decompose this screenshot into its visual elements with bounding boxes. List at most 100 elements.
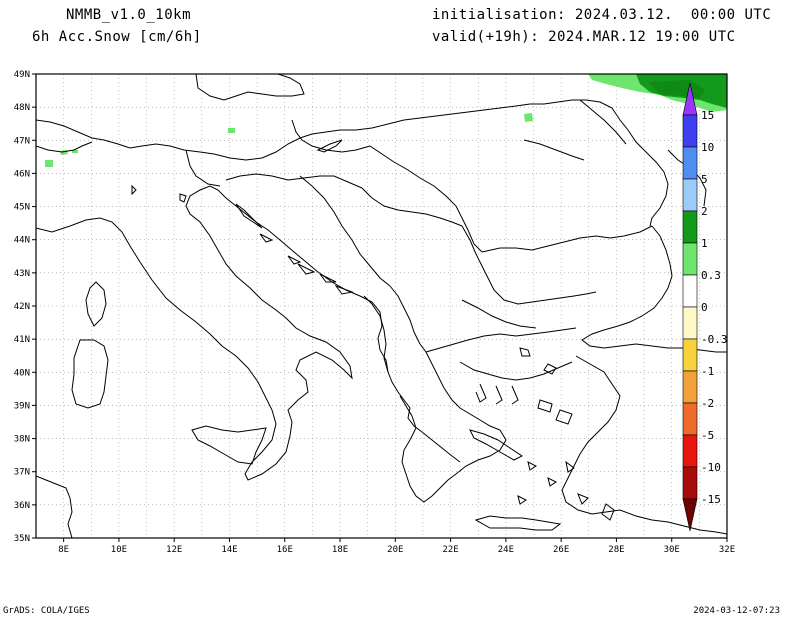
lat-label: 38N: [14, 435, 30, 445]
lon-label: 14E: [221, 545, 237, 555]
colorbar-label: 2: [701, 205, 708, 218]
island: [543, 363, 557, 375]
lon-label: 12E: [166, 545, 182, 555]
colorbar-bottom-arrow: [682, 498, 698, 532]
lat-label: 44N: [14, 236, 30, 246]
lat-label: 35N: [14, 534, 30, 544]
colorbar-label: -10: [701, 461, 721, 474]
graticule: [36, 74, 727, 538]
colorbar-label: 0.3: [701, 269, 721, 282]
snow-area-light: [524, 113, 533, 122]
colorbar-label: -1: [701, 365, 714, 378]
lake: [179, 193, 187, 203]
island: [297, 263, 316, 275]
lon-label: 26E: [553, 545, 569, 555]
colorbar: 15 10 5 2 1 0.3 0 -0.3 -1 -2 -5 -10 -15: [682, 82, 728, 532]
lat-label: 48N: [14, 103, 30, 113]
lat-label: 47N: [14, 136, 30, 146]
border: [299, 175, 391, 287]
colorbar-segment: [682, 210, 698, 244]
snow-area-light: [45, 160, 53, 167]
lon-label: 18E: [332, 545, 348, 555]
island: [287, 255, 302, 265]
lat-label: 40N: [14, 368, 30, 378]
colorbar-label: 5: [701, 173, 708, 186]
longitude-labels: 8E 10E 12E 14E 16E 18E 20E 22E 24E 26E 28E 30E 32E: [58, 538, 735, 555]
island: [235, 203, 263, 229]
lat-label: 46N: [14, 169, 30, 179]
colorbar-label: -15: [701, 493, 721, 506]
island: [547, 477, 557, 487]
coastline-tunisia: [36, 475, 73, 538]
island-sicily: [191, 425, 267, 465]
lon-label: 16E: [277, 545, 293, 555]
island: [527, 461, 537, 471]
lon-label: 32E: [719, 545, 735, 555]
map-frame: [35, 73, 728, 539]
border: [425, 327, 577, 353]
coastline-chalkidiki: [475, 383, 519, 405]
colorbar-segment: [682, 114, 698, 148]
colorbar-segment: [682, 178, 698, 212]
island: [259, 233, 274, 243]
colorbar-label: -0.3: [701, 333, 728, 346]
field-name: 6h Acc.Snow [cm/6h]: [32, 29, 202, 45]
lat-label: 43N: [14, 269, 30, 279]
border: [185, 149, 221, 187]
model-name: NMMB_v1.0_10km: [66, 7, 192, 23]
colorbar-label: 0: [701, 301, 708, 314]
coastline-albania: [363, 295, 389, 373]
snow-areas: [45, 74, 727, 167]
colorbar-segment: [682, 274, 698, 308]
border: [36, 99, 613, 161]
lat-label: 42N: [14, 302, 30, 312]
island-euboea: [469, 429, 523, 461]
island-rhodes: [601, 503, 615, 521]
coastline-greece: [399, 351, 507, 503]
latitude-labels: 49N 48N 47N 46N 45N 44N 43N 42N 41N 40N 39N 38N 37N 3…: [14, 70, 36, 544]
border: [461, 225, 597, 305]
snow-area-light: [228, 128, 235, 133]
island: [519, 347, 531, 357]
colorbar-segment: [682, 402, 698, 436]
border: [461, 299, 537, 329]
lon-label: 20E: [387, 545, 403, 555]
border: [361, 187, 463, 227]
island: [537, 399, 553, 413]
colorbar-segment: [682, 370, 698, 404]
border: [523, 139, 585, 161]
island: [517, 495, 527, 505]
colorbar-segment: [682, 146, 698, 180]
colorbar-label: 1: [701, 237, 708, 250]
lat-label: 36N: [14, 501, 30, 511]
snow-area-light: [72, 150, 78, 153]
lon-label: 8E: [58, 545, 69, 555]
coastline-italy-west: [36, 185, 461, 481]
lake: [131, 184, 137, 196]
colorbar-label: -2: [701, 397, 714, 410]
initialisation-time: initialisation: 2024.03.12. 00:00 UTC: [432, 7, 772, 23]
coastline-greece-north: [459, 361, 573, 381]
colorbar-segment: [682, 338, 698, 372]
lon-label: 24E: [498, 545, 514, 555]
border: [579, 99, 627, 145]
lat-label: 37N: [14, 468, 30, 478]
coastline-turkey: [561, 355, 727, 535]
colorbar-label: 15: [701, 109, 714, 122]
border: [225, 173, 363, 189]
island: [334, 284, 354, 295]
grads-credit: GrADS: COLA/IGES: [3, 606, 90, 616]
colorbar-label: 10: [701, 141, 714, 154]
lon-label: 30E: [664, 545, 680, 555]
lake-balaton: [316, 139, 343, 153]
border: [481, 225, 653, 253]
coastlines-and-borders: [36, 74, 727, 538]
lat-label: 49N: [14, 70, 30, 80]
colorbar-segment: [682, 306, 698, 340]
border: [291, 119, 371, 153]
lon-label: 22E: [442, 545, 458, 555]
island: [555, 409, 573, 425]
island-corsica: [85, 281, 107, 327]
border: [36, 141, 93, 153]
